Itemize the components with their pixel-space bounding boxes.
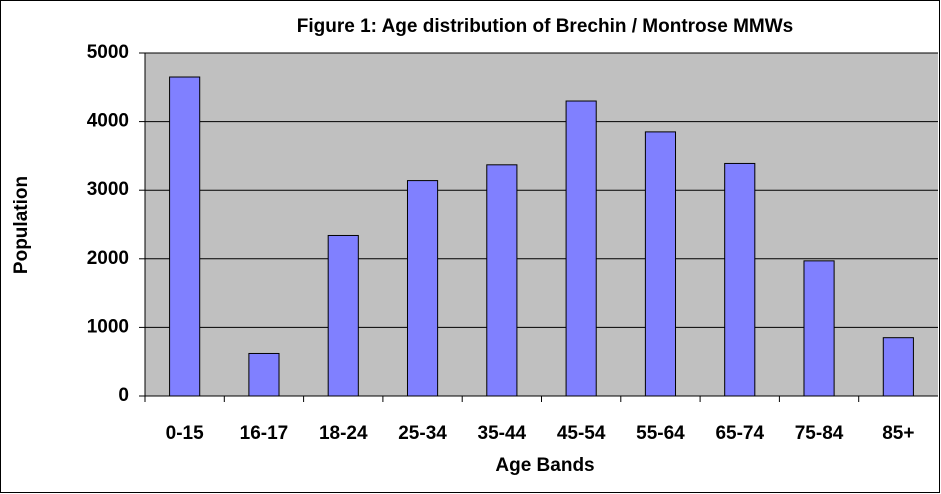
x-tick-label: 35-44 (478, 423, 527, 444)
x-tick-label: 85+ (882, 423, 914, 444)
y-tick-label: 4000 (87, 111, 129, 132)
bar (486, 164, 518, 397)
x-tick-label: 16-17 (240, 423, 289, 444)
x-tick-label: 75-84 (795, 423, 844, 444)
x-tick-label: 0-15 (166, 423, 204, 444)
chart-title: Figure 1: Age distribution of Brechin / … (297, 16, 793, 37)
x-tick-label: 25-34 (398, 423, 447, 444)
bar (565, 100, 597, 397)
bar (644, 131, 677, 397)
x-tick-label: 45-54 (557, 423, 606, 444)
x-tick-label: 55-64 (636, 423, 685, 444)
y-tick-label: 5000 (87, 42, 129, 63)
x-tick-label: 65-74 (715, 423, 764, 444)
bar (724, 162, 756, 397)
bar (882, 337, 914, 397)
bar (248, 352, 280, 397)
x-axis-title: Age Bands (495, 455, 594, 476)
y-tick-label: 3000 (87, 179, 129, 200)
y-axis-title: Population (11, 176, 32, 274)
bar (169, 76, 201, 397)
y-tick-label: 0 (118, 385, 129, 406)
y-tick-label: 2000 (87, 248, 129, 269)
bar (327, 234, 359, 397)
y-tick-label: 1000 (87, 316, 129, 337)
bar (406, 180, 439, 397)
bar (803, 260, 835, 397)
x-tick-label: 18-24 (319, 423, 368, 444)
